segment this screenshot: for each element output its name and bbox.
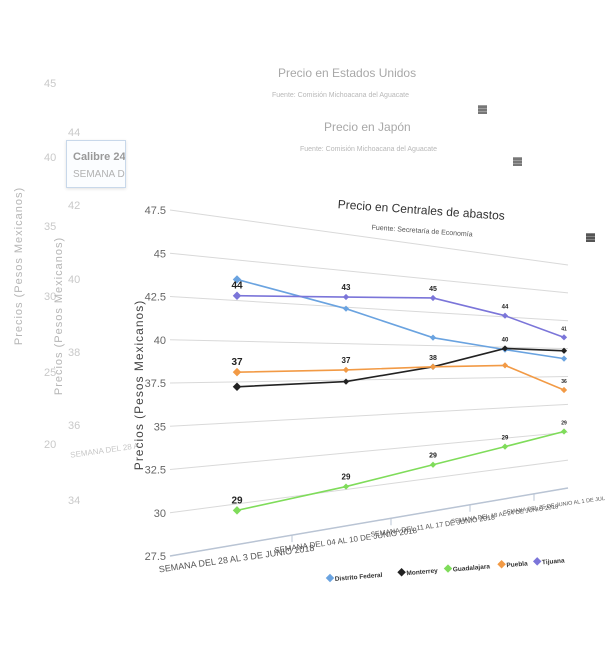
bg1-y-tick: 30 bbox=[44, 291, 57, 303]
gridline bbox=[169, 296, 569, 322]
bg2-menu-icon[interactable]: ▬ ▬ ▬ bbox=[513, 152, 522, 168]
y-tick-label: 42.5 bbox=[145, 292, 166, 304]
bg1-y-tick: 35 bbox=[44, 221, 57, 233]
y-tick-label: 40 bbox=[154, 335, 166, 347]
legend-label-monterrey: Monterrey bbox=[406, 568, 438, 578]
data-label: 41 bbox=[561, 326, 567, 332]
y-tick-label: 37.5 bbox=[145, 378, 166, 390]
bg2-y-tick: 34 bbox=[68, 495, 81, 507]
chart-subtitle: Fuente: Secretaría de Economía bbox=[371, 224, 473, 238]
gridline bbox=[169, 209, 569, 266]
data-point bbox=[232, 506, 242, 515]
y-axis-label: Precios (Pesos Mexicanos) bbox=[132, 300, 146, 470]
tooltip-category: SEMANA DEL bbox=[73, 169, 125, 180]
data-point bbox=[232, 275, 242, 284]
gridline bbox=[169, 431, 569, 470]
bg2-y-tick: 40 bbox=[68, 274, 81, 286]
data-label: 36 bbox=[561, 379, 567, 385]
bg2-y-tick: 38 bbox=[68, 347, 81, 359]
data-label: 40 bbox=[502, 337, 509, 343]
data-point bbox=[501, 362, 509, 369]
data-label: 37 bbox=[342, 356, 351, 365]
y-tick-label: 32.5 bbox=[145, 465, 166, 477]
legend-marker-puebla bbox=[497, 560, 506, 569]
x-axis-line bbox=[169, 487, 569, 557]
bg1-chart-title: Precio en Estados Unidos bbox=[278, 66, 417, 80]
legend-label-guadalajara: Guadalajara bbox=[453, 563, 491, 573]
bg1-y-tick: 25 bbox=[44, 367, 57, 379]
bg2-y-tick: 44 bbox=[68, 127, 81, 139]
data-point bbox=[501, 443, 509, 450]
data-point bbox=[342, 483, 350, 490]
data-label: 29 bbox=[502, 436, 509, 442]
main-menu-icon[interactable]: ▬ ▬ ▬ bbox=[586, 228, 595, 244]
y-tick-label: 35 bbox=[154, 421, 166, 433]
legend-label-distrito-federal: Distrito Federal bbox=[335, 572, 383, 583]
tooltip-title: Calibre 24 bbox=[73, 151, 126, 163]
legend-marker-guadalajara bbox=[443, 564, 453, 573]
gridline bbox=[169, 339, 569, 350]
data-point bbox=[232, 382, 242, 392]
data-point bbox=[342, 378, 350, 385]
gridline bbox=[169, 403, 569, 427]
data-point bbox=[560, 428, 568, 435]
bg2-tooltip: Calibre 24 SEMANA DEL bbox=[66, 140, 126, 188]
bg1-y-tick: 20 bbox=[44, 439, 57, 451]
data-point bbox=[501, 345, 509, 352]
data-label: 37 bbox=[231, 357, 243, 368]
bg1-menu-icon[interactable]: ▬ ▬ ▬ bbox=[478, 100, 487, 116]
bg2-chart-source: Fuente: Comisión Michoacana del Aguacate bbox=[300, 146, 437, 153]
data-point bbox=[429, 334, 437, 341]
gridline bbox=[169, 376, 569, 384]
data-point bbox=[560, 355, 568, 362]
legend-marker-monterrey bbox=[397, 568, 406, 577]
bg1-chart-source: Fuente: Comisión Michoacana del Aguacate bbox=[272, 92, 409, 99]
series-line-guadalajara bbox=[236, 430, 565, 512]
series-line-tijuana bbox=[236, 294, 565, 339]
data-label: 43 bbox=[342, 283, 351, 292]
data-point bbox=[429, 461, 437, 468]
data-point bbox=[429, 294, 437, 302]
bg2-chart-title: Precio en Japón bbox=[324, 120, 411, 134]
data-label: 29 bbox=[342, 473, 351, 482]
data-point bbox=[560, 334, 568, 341]
y-tick-label: 27.5 bbox=[145, 551, 166, 563]
bg2-y-tick: 36 bbox=[68, 420, 81, 432]
gridline bbox=[169, 459, 569, 514]
y-tick-label: 45 bbox=[154, 248, 166, 260]
data-label: 44 bbox=[502, 305, 509, 311]
y-tick-label: 30 bbox=[154, 508, 166, 520]
data-point bbox=[560, 386, 568, 394]
gridline bbox=[169, 252, 569, 294]
data-point bbox=[232, 367, 242, 377]
data-label: 29 bbox=[561, 421, 567, 427]
data-point bbox=[429, 363, 437, 370]
y-tick-label: 47.5 bbox=[145, 205, 166, 217]
legend-marker-distrito-federal bbox=[325, 573, 335, 583]
data-label: 29 bbox=[231, 495, 243, 506]
data-point bbox=[342, 305, 350, 312]
data-point bbox=[342, 366, 350, 374]
data-label: 29 bbox=[429, 453, 437, 460]
data-label: 45 bbox=[429, 286, 437, 293]
legend-label-tijuana: Tijuana bbox=[542, 557, 566, 566]
bg1-y-tick: 45 bbox=[44, 78, 57, 90]
data-point bbox=[501, 312, 509, 319]
data-label: 44 bbox=[231, 281, 243, 292]
bg2-y-tick: 42 bbox=[68, 200, 81, 212]
data-label: 38 bbox=[429, 355, 437, 362]
chart-title: Precio en Centrales de abastos bbox=[337, 197, 505, 223]
data-point bbox=[342, 293, 350, 301]
legend-label-puebla: Puebla bbox=[506, 560, 528, 569]
data-point bbox=[232, 291, 242, 300]
bg1-y-tick: 40 bbox=[44, 152, 57, 164]
legend-marker-tijuana bbox=[532, 557, 542, 566]
